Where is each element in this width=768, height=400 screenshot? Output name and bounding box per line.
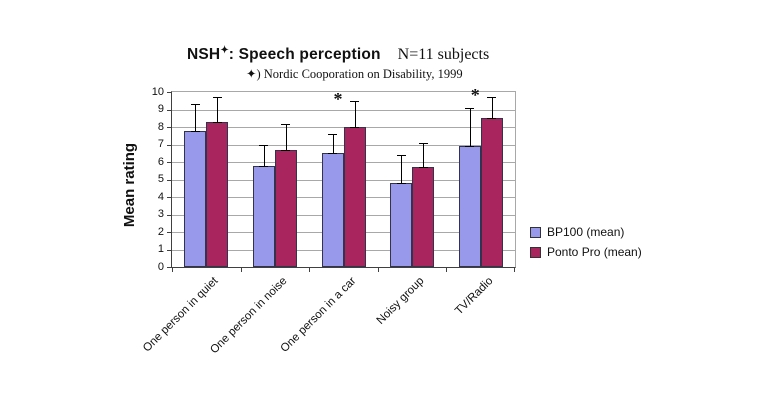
error-bar-top-cap (212, 97, 222, 99)
y-tick-label: 1 (157, 243, 164, 255)
x-axis-label: TV/Radio (452, 275, 496, 318)
bar-ponto-pro (206, 121, 229, 267)
bar-bp100 (390, 183, 413, 267)
x-axis-tick (309, 267, 311, 272)
error-bar-bottom-cap (190, 130, 200, 132)
y-tick-label: 7 (157, 138, 164, 150)
bar-ponto-pro (343, 127, 366, 267)
y-tick-label: 8 (157, 120, 164, 133)
footnote-star-icon: ✦ (220, 44, 229, 56)
y-tick-label: 10 (151, 85, 164, 98)
error-bar-bottom-cap (396, 183, 406, 184)
bar-ponto-pro (412, 167, 435, 267)
y-axis-tick (167, 179, 172, 181)
error-bar-top-cap (465, 107, 475, 109)
x-axis-tick (446, 267, 448, 272)
x-axis-tick (514, 267, 515, 272)
y-axis-tick (167, 267, 172, 268)
error-bar-top-cap (350, 100, 359, 102)
error-bar-top-cap (281, 123, 291, 125)
x-axis-label: One person in a car (278, 275, 358, 355)
y-axis-tick (167, 162, 172, 163)
error-bar-bottom-cap (350, 127, 359, 128)
error-bar-top-cap (396, 155, 406, 156)
x-axis-label: One person in noise (208, 275, 290, 357)
error-bar-bottom-cap (465, 146, 475, 148)
y-axis-tick (167, 92, 172, 93)
error-bar (423, 142, 425, 168)
bar-bp100 (252, 165, 275, 267)
y-axis-tick (167, 214, 172, 216)
chart-title-main: NSH (187, 46, 221, 63)
error-bar (469, 107, 471, 147)
error-bar-bottom-cap (418, 167, 428, 169)
y-tick-label: 0 (157, 260, 164, 273)
error-bar-bottom-cap (281, 149, 291, 151)
y-axis-tick (167, 127, 172, 128)
chart-title-suffix: : Speech perception (228, 46, 381, 63)
y-tick-label: 3 (157, 208, 164, 220)
y-axis-tick (167, 249, 172, 251)
legend-item: BP100 (mean) (530, 225, 642, 239)
error-bar-top-cap (259, 144, 269, 146)
error-bar (263, 144, 265, 166)
y-tick-label: 2 (157, 225, 164, 238)
bar-bp100 (321, 153, 344, 267)
y-axis-tick (167, 109, 172, 111)
y-tick-label: 4 (157, 190, 164, 203)
x-axis-tick (377, 267, 379, 272)
legend-swatch-icon (530, 226, 541, 238)
significance-asterisk: * (333, 88, 343, 109)
error-bar-top-cap (418, 142, 428, 144)
legend-swatch-icon (530, 246, 541, 258)
error-bar-bottom-cap (487, 118, 497, 120)
bar-bp100 (458, 146, 481, 267)
x-axis-tick (240, 267, 242, 272)
x-axis-label: Noisy group (374, 275, 427, 327)
error-bar-top-cap (328, 134, 337, 135)
error-bar (285, 123, 287, 150)
chart-title-n-note: N=11 subjects (397, 46, 490, 63)
legend-label: BP100 (mean) (547, 225, 625, 239)
legend-item: Ponto Pro (mean) (530, 245, 642, 259)
chart-subtitle: ✦) Nordic Cooporation on Disability, 199… (246, 67, 463, 81)
y-axis-tick (167, 144, 172, 146)
y-axis-tick (167, 232, 172, 233)
y-axis-tick (167, 197, 172, 198)
plot-area: 0 1 2 3 4 5 6 7 8 9 10 One person in quiet One perso… (141, 86, 516, 356)
x-axis-label: One person in quiet (141, 275, 221, 355)
error-bar (401, 155, 403, 183)
chart-title: NSH✦: Speech perception N=11 subjects (187, 44, 490, 64)
error-bar-top-cap (190, 104, 200, 106)
legend-label: Ponto Pro (mean) (547, 245, 642, 259)
y-tick-label: 9 (157, 103, 164, 115)
bar-ponto-pro (274, 149, 297, 267)
error-bar-bottom-cap (212, 121, 222, 123)
y-tick-label: 6 (157, 155, 164, 168)
error-bar (332, 134, 334, 154)
y-tick-label: 5 (157, 173, 164, 185)
error-bar (491, 97, 493, 119)
bar-bp100 (184, 130, 207, 267)
error-bar-bottom-cap (328, 153, 337, 155)
error-bar (354, 100, 356, 127)
error-bar-bottom-cap (259, 165, 269, 167)
x-axis-tick (172, 267, 173, 272)
gridline (172, 109, 515, 111)
significance-asterisk: * (470, 85, 480, 106)
bar-ponto-pro (480, 118, 503, 267)
error-bar-top-cap (487, 97, 497, 99)
error-bar (217, 97, 219, 122)
legend: BP100 (mean) Ponto Pro (mean) (530, 225, 642, 265)
error-bar (195, 104, 197, 131)
